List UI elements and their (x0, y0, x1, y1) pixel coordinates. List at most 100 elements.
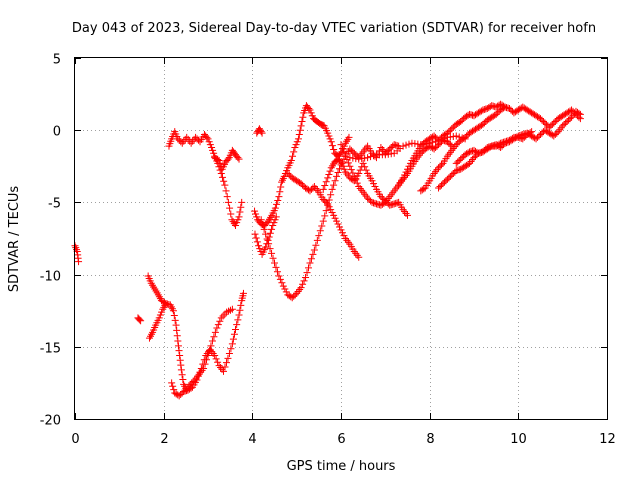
data-point (347, 146, 355, 154)
data-point (377, 144, 385, 152)
data-point (294, 135, 302, 143)
data-point (292, 141, 300, 149)
data-point (239, 289, 247, 297)
data-point (169, 307, 177, 315)
data-point (449, 123, 457, 131)
data-point (220, 367, 228, 375)
data-point (386, 145, 394, 153)
data-point (559, 122, 567, 130)
data-point (258, 129, 266, 137)
data-point (448, 125, 456, 133)
data-point (226, 204, 234, 212)
data-point (334, 220, 342, 228)
data-point (306, 259, 314, 267)
y-tick-label: 0 (53, 125, 61, 140)
data-point (318, 222, 326, 230)
data-point (362, 192, 370, 200)
data-point (430, 132, 438, 140)
data-point (349, 169, 357, 177)
data-point (322, 207, 330, 215)
data-point (234, 216, 242, 224)
series-pass-c (144, 272, 236, 394)
data-point (432, 168, 440, 176)
grid-lines (75, 58, 607, 419)
data-point (560, 120, 568, 128)
data-point (365, 196, 373, 204)
data-point (222, 359, 230, 367)
data-point (322, 198, 330, 206)
data-point (179, 376, 187, 384)
y-tick-label: 5 (53, 53, 61, 68)
data-point (296, 126, 304, 134)
data-point (259, 221, 267, 229)
data-point (271, 216, 279, 224)
data-point (340, 148, 348, 156)
data-point (183, 133, 191, 141)
data-point (308, 112, 316, 120)
data-point (519, 135, 527, 143)
data-point (336, 223, 344, 231)
data-point (155, 314, 163, 322)
data-point (495, 140, 503, 148)
data-point (75, 258, 83, 266)
data-point (350, 149, 358, 157)
data-point (256, 126, 264, 134)
data-point (200, 356, 208, 364)
data-point (283, 167, 291, 175)
data-point (214, 321, 222, 329)
series-pass-f (165, 128, 246, 230)
data-point (234, 154, 242, 162)
data-point (457, 155, 465, 163)
data-point (209, 146, 217, 154)
data-point (290, 148, 298, 156)
y-axis-label: SDTVAR / TECUs (7, 186, 22, 293)
data-point (454, 158, 462, 166)
data-point (221, 363, 229, 371)
data-point (293, 138, 301, 146)
data-point (486, 143, 494, 151)
data-point (136, 316, 144, 324)
data-point (325, 203, 333, 211)
data-point (492, 110, 500, 118)
data-point (193, 376, 201, 384)
data-point (414, 153, 422, 161)
data-point (257, 128, 265, 136)
data-point (458, 116, 466, 124)
data-point (255, 125, 263, 133)
data-point (275, 193, 283, 201)
data-point (295, 131, 303, 139)
data-point (390, 187, 398, 195)
data-point (307, 185, 315, 193)
series-pass-g (211, 146, 243, 173)
data-point (324, 200, 332, 208)
data-point (328, 209, 336, 217)
data-point (328, 185, 336, 193)
data-point (443, 175, 451, 183)
data-point (440, 178, 448, 186)
data-point (294, 287, 302, 295)
data-point (537, 131, 544, 139)
data-point (378, 194, 386, 202)
x-axis-label: GPS time / hours (287, 459, 396, 474)
data-point (263, 235, 271, 243)
data-point (392, 185, 400, 193)
data-point (260, 225, 268, 233)
data-point (418, 186, 426, 194)
data-point (226, 306, 234, 314)
series-pass-s (346, 132, 469, 163)
data-point (477, 107, 485, 115)
data-point (203, 133, 211, 141)
data-point (174, 342, 182, 350)
data-point (352, 176, 360, 184)
data-point (426, 139, 434, 147)
data-point (168, 379, 176, 387)
data-point (253, 238, 261, 246)
data-point (309, 250, 317, 258)
data-point (228, 305, 236, 313)
data-point (528, 128, 536, 136)
data-point (175, 136, 183, 144)
data-point (356, 184, 364, 192)
data-point (271, 259, 278, 267)
data-point (330, 181, 338, 189)
